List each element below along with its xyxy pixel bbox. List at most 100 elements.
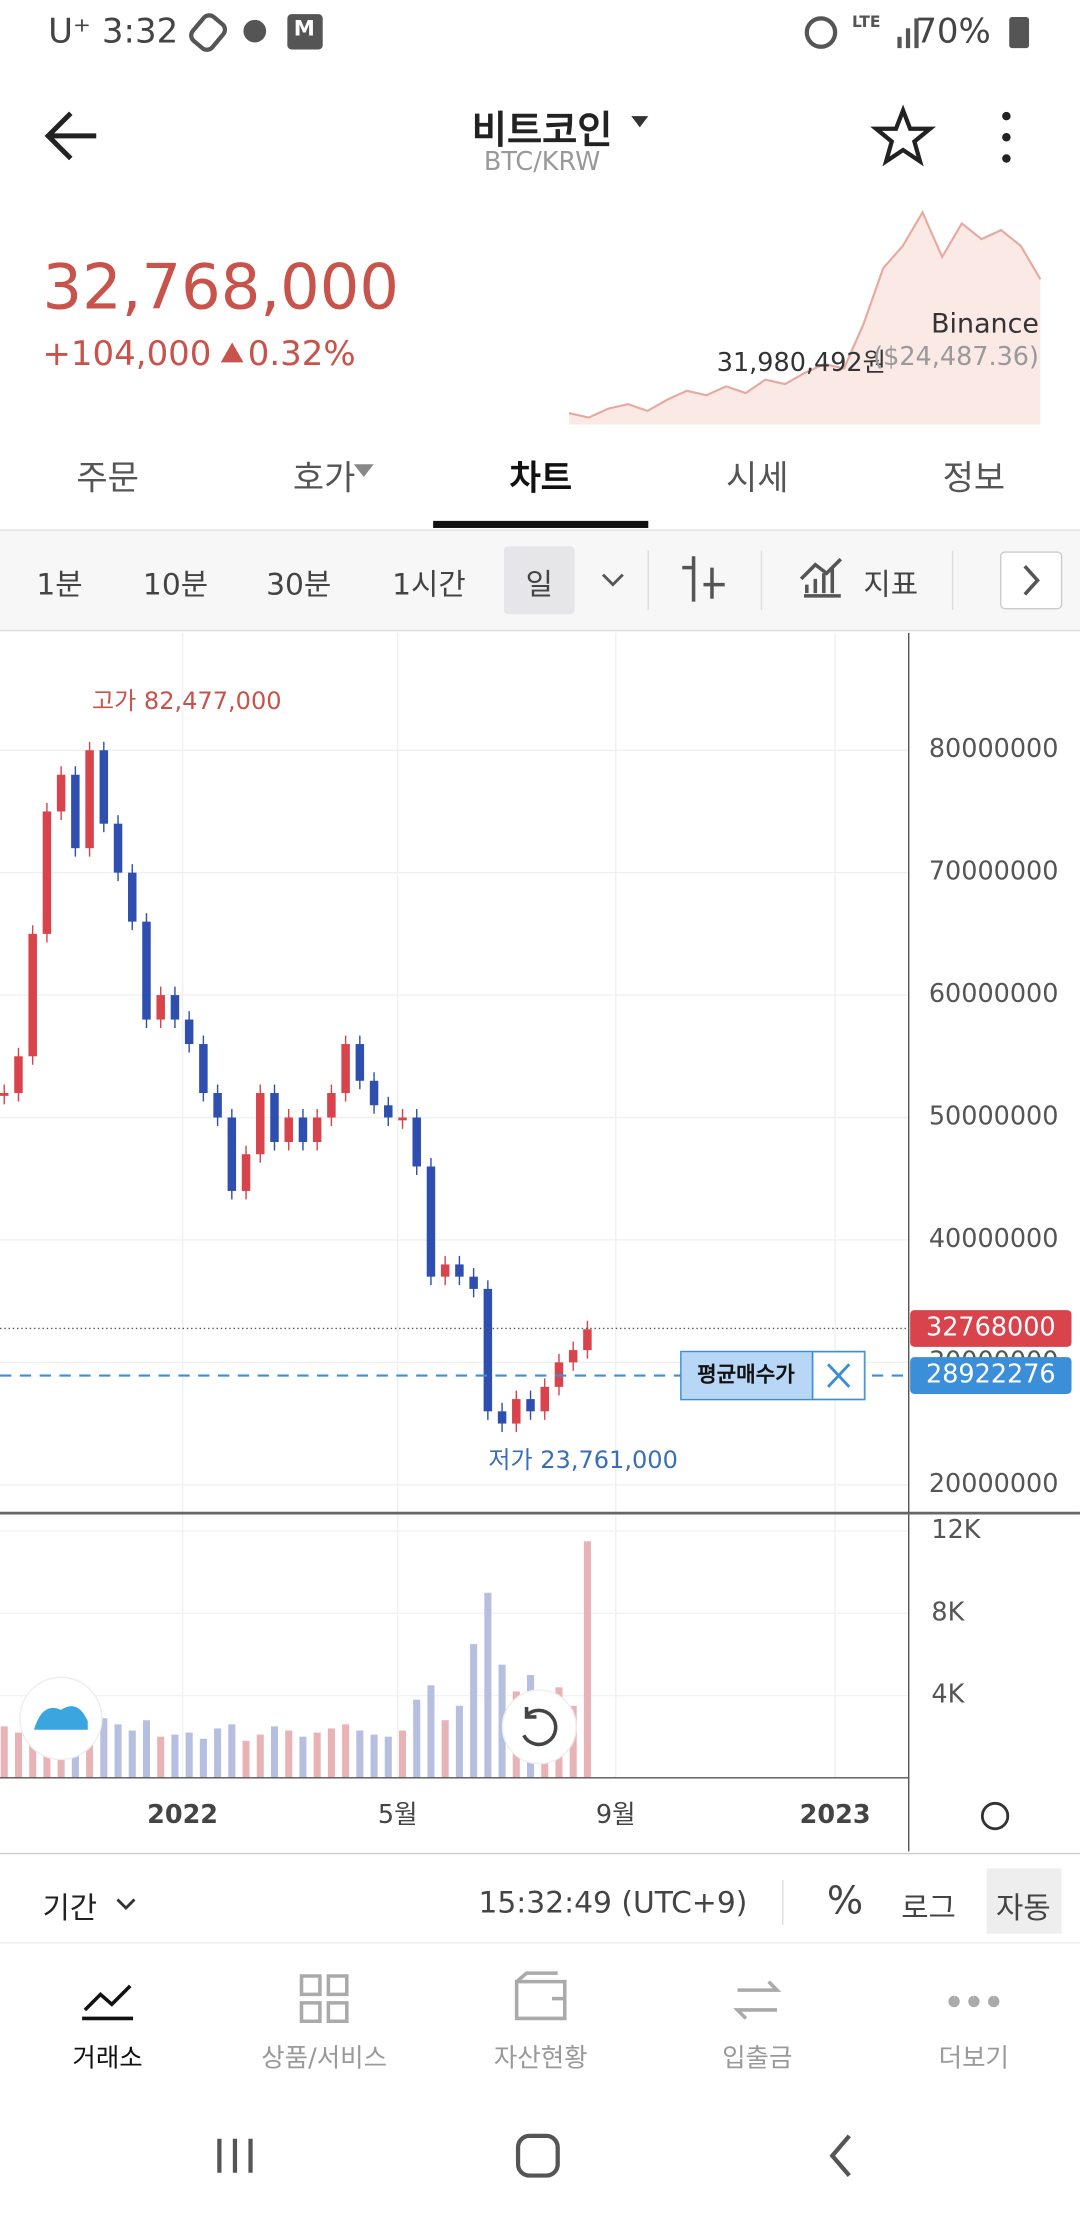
avg-price-label: 28922276 bbox=[926, 1360, 1056, 1390]
interval[interactable]: 30분 bbox=[266, 567, 332, 602]
icon bbox=[82, 1984, 134, 2021]
chart-option[interactable]: 로그 bbox=[901, 1891, 956, 1926]
chart-clock: 15:32:49 (UTC+9) bbox=[478, 1885, 748, 1920]
indicator[interactable]: 지표 bbox=[863, 567, 919, 602]
nav-item[interactable]: 입출금 bbox=[722, 2043, 793, 2074]
svg-text:M: M bbox=[294, 17, 315, 42]
candle bbox=[469, 1276, 478, 1289]
volume-bar bbox=[157, 1736, 165, 1778]
exchange: Binance bbox=[931, 308, 1039, 340]
volume-bar bbox=[29, 1724, 37, 1778]
candle bbox=[241, 1154, 251, 1191]
icon bbox=[948, 1995, 1000, 2008]
interval[interactable]: 1시간 bbox=[392, 567, 466, 602]
ref-usd: ($24,487.36) bbox=[873, 342, 1039, 373]
footer-icons bbox=[116, 1868, 1062, 1934]
favorite-button[interactable] bbox=[870, 104, 936, 167]
tab[interactable]: 주문 bbox=[76, 458, 139, 499]
icon bbox=[733, 1980, 782, 2020]
volume-bar bbox=[185, 1732, 193, 1778]
x-tick-label: 5월 bbox=[378, 1800, 418, 1830]
toolbar: 지표 1분 10분 30분 1시간 일 bbox=[0, 530, 1080, 632]
candle bbox=[85, 750, 94, 849]
carrier: U⁺ bbox=[48, 11, 91, 51]
volume-bar bbox=[583, 1541, 591, 1778]
y-tick-label: 60000000 bbox=[929, 979, 1059, 1009]
pair: BTC/KRW bbox=[483, 147, 601, 177]
last-price-tag bbox=[910, 1310, 1072, 1347]
candle bbox=[184, 1019, 194, 1045]
draw-tool[interactable] bbox=[682, 556, 725, 602]
volume-bar bbox=[441, 1720, 449, 1778]
nav-item[interactable]: 거래소 bbox=[72, 2043, 143, 2074]
candle bbox=[28, 933, 37, 1057]
volume-bar bbox=[100, 1718, 108, 1778]
tab[interactable]: 정보 bbox=[942, 458, 1006, 499]
nav-icon bbox=[299, 1974, 349, 2024]
interval-selected-bg bbox=[503, 546, 575, 615]
nav-item[interactable]: 자산현황 bbox=[493, 2043, 588, 2074]
candle bbox=[270, 1093, 279, 1142]
sparkline-line bbox=[568, 209, 1042, 419]
ref-price: 31,980,492원 bbox=[716, 348, 887, 378]
chart-footer: 기간 15:32:49 (UTC+9) % 로그 자동 bbox=[0, 1852, 1080, 1944]
candle bbox=[256, 1093, 265, 1155]
nav-icon bbox=[733, 1980, 782, 2020]
avg-price-tag bbox=[910, 1357, 1072, 1394]
header-icons bbox=[44, 104, 1011, 167]
toolbar-icons bbox=[601, 550, 1063, 611]
battery-text: 70% bbox=[915, 11, 991, 51]
y-tick-label: 80000000 bbox=[929, 734, 1059, 764]
candle bbox=[156, 995, 165, 1020]
next-button[interactable] bbox=[1000, 551, 1063, 610]
chart-type-icon bbox=[33, 1706, 88, 1730]
chart-option[interactable]: % bbox=[826, 1879, 864, 1924]
tab[interactable]: 호가 bbox=[292, 458, 356, 499]
bottom-nav: 거래소 상품/서비스 자산현황 입출금 더보기 bbox=[0, 1942, 1080, 2105]
x-tick-label: 9월 bbox=[596, 1800, 636, 1830]
candle bbox=[497, 1411, 507, 1424]
tab[interactable]: 시세 bbox=[726, 458, 789, 499]
volume-bar bbox=[285, 1730, 293, 1778]
candle bbox=[170, 995, 180, 1020]
candle bbox=[113, 823, 123, 873]
interval[interactable]: 10분 bbox=[142, 567, 209, 602]
volume-bar bbox=[256, 1734, 264, 1778]
y-tick-label: 40000000 bbox=[929, 1224, 1059, 1254]
volume-bar bbox=[342, 1724, 350, 1778]
volume-tick-label: 8K bbox=[931, 1597, 965, 1627]
status-icons: M LTE bbox=[189, 13, 1030, 52]
low-label: 저가 23,761,000 bbox=[488, 1446, 678, 1474]
high-label: 고가 82,477,000 bbox=[92, 687, 282, 715]
coin-name[interactable]: 비트코인 bbox=[471, 108, 613, 153]
volume-bar bbox=[327, 1728, 335, 1778]
candle bbox=[526, 1399, 535, 1412]
period[interactable]: 기간 bbox=[42, 1891, 98, 1926]
interval[interactable]: 1분 bbox=[36, 567, 83, 602]
reset-button[interactable] bbox=[501, 1689, 577, 1765]
chart-option[interactable]: 자동 bbox=[996, 1891, 1051, 1926]
sparkline bbox=[568, 209, 1042, 425]
candle bbox=[213, 1093, 222, 1118]
candle bbox=[412, 1117, 421, 1167]
back-button[interactable] bbox=[44, 111, 97, 161]
volume-bar bbox=[171, 1734, 179, 1778]
system-nav bbox=[217, 2133, 851, 2178]
nav-item[interactable]: 더보기 bbox=[938, 2043, 1010, 2074]
menu-button[interactable] bbox=[1002, 111, 1011, 163]
tab[interactable]: 차트 bbox=[509, 458, 572, 499]
volume-bar bbox=[356, 1730, 364, 1778]
nav-item[interactable]: 상품/서비스 bbox=[261, 2043, 388, 2074]
interval[interactable]: 일 bbox=[525, 567, 553, 602]
volume-bar bbox=[199, 1738, 207, 1778]
settings[interactable] bbox=[980, 1801, 1010, 1831]
candle bbox=[71, 774, 80, 849]
volume-bar bbox=[14, 1732, 23, 1778]
volume-bar bbox=[299, 1736, 307, 1778]
candle bbox=[384, 1105, 393, 1118]
volume-bar bbox=[498, 1664, 506, 1778]
volume-bar bbox=[228, 1724, 236, 1778]
caret bbox=[353, 464, 374, 478]
change-pct: 0.32% bbox=[247, 334, 356, 374]
volume-bar bbox=[384, 1736, 392, 1778]
